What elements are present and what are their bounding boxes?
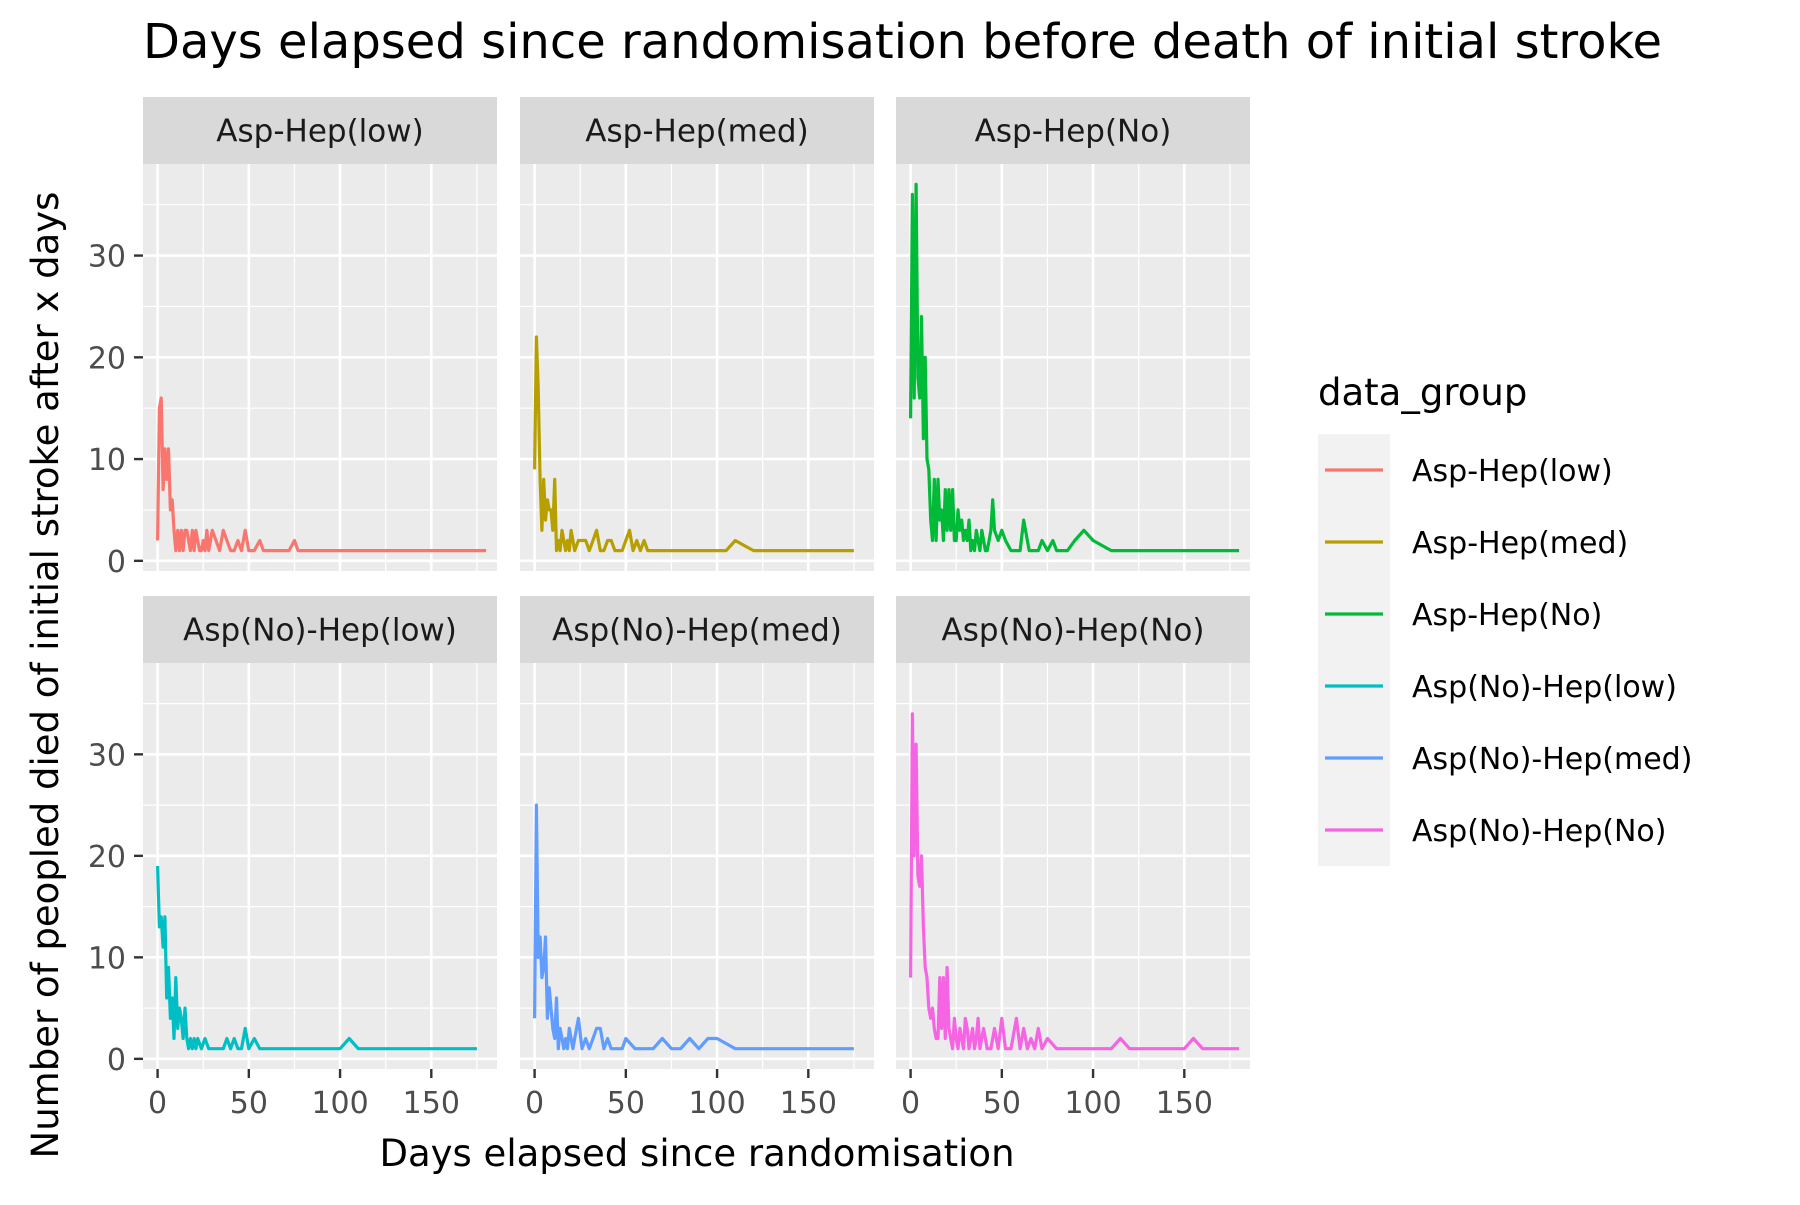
facet-panel-asp-no-hep-no: Asp(No)-Hep(No) xyxy=(896,596,1250,1069)
legend-label: Asp(No)-Hep(low) xyxy=(1412,670,1677,705)
legend-label: Asp-Hep(No) xyxy=(1412,598,1602,633)
facet-strip-label: Asp-Hep(low) xyxy=(216,114,423,150)
series-line-asp-hep-med xyxy=(533,335,854,553)
y-tick-label: 10 xyxy=(88,443,126,478)
facet-panel-asp-hep-no: Asp-Hep(No) xyxy=(896,97,1250,571)
panel-background xyxy=(143,663,497,1069)
facet-panels: Asp-Hep(low) Asp-Hep(med) Asp-Hep(No) Asp(N… xyxy=(143,97,1250,1069)
series-line-asp-hep-no xyxy=(909,182,1240,553)
series-line-asp-no-hep-low xyxy=(156,865,477,1051)
y-tick-label: 20 xyxy=(88,341,126,376)
x-tick-label: 100 xyxy=(1064,1086,1121,1121)
y-tick-label: 30 xyxy=(88,240,126,275)
panel-background xyxy=(520,164,874,571)
legend-label: Asp(No)-Hep(med) xyxy=(1412,742,1692,777)
x-tick-label: 50 xyxy=(607,1086,645,1121)
x-tick-label: 150 xyxy=(1156,1086,1213,1121)
series-line-asp-no-hep-no xyxy=(909,712,1240,1051)
panel-background xyxy=(520,663,874,1069)
facet-strip xyxy=(143,596,497,663)
x-tick-label: 150 xyxy=(403,1086,460,1121)
x-tick-label: 0 xyxy=(901,1086,920,1121)
panel-background xyxy=(896,164,1250,571)
facet-panel-asp-no-hep-low: Asp(No)-Hep(low) xyxy=(143,596,497,1069)
legend-key-background xyxy=(1318,434,1390,866)
y-tick-label: 10 xyxy=(88,941,126,976)
chart-title: Days elapsed since randomisation before … xyxy=(143,14,1662,70)
facet-strip-label: Asp(No)-Hep(med) xyxy=(552,613,842,649)
y-tick-label: 20 xyxy=(88,840,126,875)
facet-strip xyxy=(896,97,1250,164)
facet-strip xyxy=(143,97,497,164)
facet-strip-label: Asp(No)-Hep(No) xyxy=(942,613,1205,649)
y-axis-label: Number of peopled died of initial stroke… xyxy=(24,192,67,1159)
legend-label: Asp(No)-Hep(No) xyxy=(1412,814,1667,849)
x-tick-label: 50 xyxy=(983,1086,1021,1121)
series-line-asp-no-hep-med xyxy=(533,803,854,1051)
facet-strip xyxy=(896,596,1250,663)
legend-items: Asp-Hep(low) Asp-Hep(med) Asp-Hep(No) Asp(N… xyxy=(1325,454,1692,849)
x-tick-label: 100 xyxy=(688,1086,745,1121)
panel-background xyxy=(143,164,497,571)
facet-strip-label: Asp(No)-Hep(low) xyxy=(183,613,457,649)
x-tick-label: 0 xyxy=(148,1086,167,1121)
x-tick-label: 50 xyxy=(230,1086,268,1121)
x-tick-label: 150 xyxy=(780,1086,837,1121)
facet-strip-label: Asp-Hep(No) xyxy=(975,114,1172,150)
x-tick-label: 100 xyxy=(311,1086,368,1121)
y-tick-label: 0 xyxy=(107,1043,126,1078)
panel-background xyxy=(896,663,1250,1069)
facet-panel-asp-hep-med: Asp-Hep(med) xyxy=(520,97,874,571)
y-tick-label: 0 xyxy=(107,545,126,580)
legend-label: Asp-Hep(med) xyxy=(1412,526,1628,561)
facet-strip-label: Asp-Hep(med) xyxy=(585,114,808,150)
axes: 0 10 20 30 0 10 20 30 0 50 100 150 0 50 100 150 0 50 100 15… xyxy=(88,240,1213,1121)
facet-panel-asp-hep-low: Asp-Hep(low) xyxy=(143,97,497,571)
facet-strip xyxy=(520,97,874,164)
y-tick-label: 30 xyxy=(88,738,126,773)
series-line-asp-hep-low xyxy=(156,396,487,553)
legend-title: data_group xyxy=(1318,371,1527,414)
x-axis-label: Days elapsed since randomisation xyxy=(379,1132,1014,1175)
facet-panel-asp-no-hep-med: Asp(No)-Hep(med) xyxy=(520,596,874,1069)
legend: data_group Asp-Hep(low)Asp-Hep(med)Asp-H… xyxy=(1318,371,1692,866)
facet-strip xyxy=(520,596,874,663)
legend-label: Asp-Hep(low) xyxy=(1412,454,1613,489)
x-tick-label: 0 xyxy=(525,1086,544,1121)
